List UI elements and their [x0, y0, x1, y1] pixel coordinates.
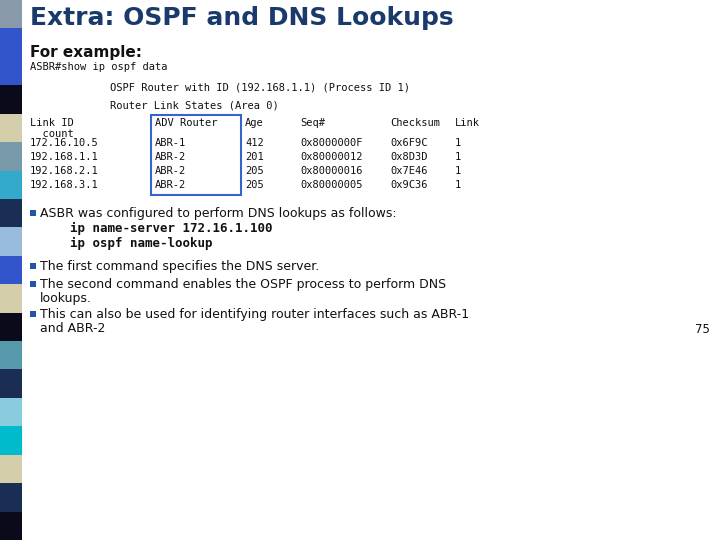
Text: 0x7E46: 0x7E46 — [390, 166, 428, 176]
Bar — [0, 341, 22, 369]
Bar — [0, 369, 22, 398]
Text: This can also be used for identifying router interfaces such as ABR-1: This can also be used for identifying ro… — [40, 308, 469, 321]
Text: 1: 1 — [455, 180, 462, 190]
Bar — [0, 142, 22, 171]
Text: ABR-2: ABR-2 — [155, 180, 186, 190]
Text: 205: 205 — [245, 180, 264, 190]
Bar — [0, 171, 22, 199]
Text: 205: 205 — [245, 166, 264, 176]
Bar — [0, 284, 22, 313]
Text: 0x80000005: 0x80000005 — [300, 180, 362, 190]
Text: Extra: OSPF and DNS Lookups: Extra: OSPF and DNS Lookups — [30, 6, 454, 30]
Text: 0x8D3D: 0x8D3D — [390, 152, 428, 162]
Text: and ABR-2: and ABR-2 — [40, 322, 105, 335]
Text: Age: Age — [245, 118, 264, 128]
Text: Checksum: Checksum — [390, 118, 440, 128]
Text: Seq#: Seq# — [300, 118, 325, 128]
Text: 412: 412 — [245, 138, 264, 148]
Text: 192.168.3.1: 192.168.3.1 — [30, 180, 99, 190]
Text: 0x6F9C: 0x6F9C — [390, 138, 428, 148]
Bar — [0, 511, 22, 540]
Bar — [0, 483, 22, 511]
Text: ABR-2: ABR-2 — [155, 152, 186, 162]
Bar — [30, 281, 36, 287]
Bar — [0, 398, 22, 426]
Text: 201: 201 — [245, 152, 264, 162]
Text: 0x8000000F: 0x8000000F — [300, 138, 362, 148]
Text: 1: 1 — [455, 166, 462, 176]
Text: 0x9C36: 0x9C36 — [390, 180, 428, 190]
Text: OSPF Router with ID (192.168.1.1) (Process ID 1): OSPF Router with ID (192.168.1.1) (Proce… — [110, 82, 410, 92]
Bar — [0, 29, 22, 57]
Text: The first command specifies the DNS server.: The first command specifies the DNS serv… — [40, 260, 319, 273]
Text: ASBR was configured to perform DNS lookups as follows:: ASBR was configured to perform DNS looku… — [40, 207, 397, 220]
Bar — [0, 313, 22, 341]
Text: 192.168.1.1: 192.168.1.1 — [30, 152, 99, 162]
Bar — [0, 426, 22, 455]
Bar — [0, 256, 22, 284]
Text: 1: 1 — [455, 152, 462, 162]
Bar — [0, 199, 22, 227]
Bar — [30, 263, 36, 269]
Text: lookups.: lookups. — [40, 292, 92, 305]
Text: 75: 75 — [695, 323, 710, 336]
Bar — [0, 0, 22, 29]
Text: 0x80000016: 0x80000016 — [300, 166, 362, 176]
Bar — [0, 227, 22, 256]
Text: For example:: For example: — [30, 45, 142, 60]
Text: ip name-server 172.16.1.100: ip name-server 172.16.1.100 — [70, 222, 272, 235]
Bar — [151, 115, 241, 195]
Bar — [30, 210, 36, 216]
Text: ADV Router: ADV Router — [155, 118, 217, 128]
Text: The second command enables the OSPF process to perform DNS: The second command enables the OSPF proc… — [40, 278, 446, 291]
Text: 172.16.10.5: 172.16.10.5 — [30, 138, 99, 148]
Text: ABR-1: ABR-1 — [155, 138, 186, 148]
Text: ip ospf name-lookup: ip ospf name-lookup — [70, 237, 212, 250]
Bar — [0, 114, 22, 142]
Text: ASBR#show ip ospf data: ASBR#show ip ospf data — [30, 62, 168, 72]
Text: Link: Link — [455, 118, 480, 128]
Text: ABR-2: ABR-2 — [155, 166, 186, 176]
Text: Router Link States (Area 0): Router Link States (Area 0) — [110, 100, 279, 110]
Bar — [0, 57, 22, 85]
Text: Link ID: Link ID — [30, 118, 73, 128]
Bar — [0, 455, 22, 483]
Text: count: count — [30, 129, 73, 139]
Bar — [30, 311, 36, 317]
Text: 0x80000012: 0x80000012 — [300, 152, 362, 162]
Bar — [0, 85, 22, 114]
Text: 192.168.2.1: 192.168.2.1 — [30, 166, 99, 176]
Text: 1: 1 — [455, 138, 462, 148]
